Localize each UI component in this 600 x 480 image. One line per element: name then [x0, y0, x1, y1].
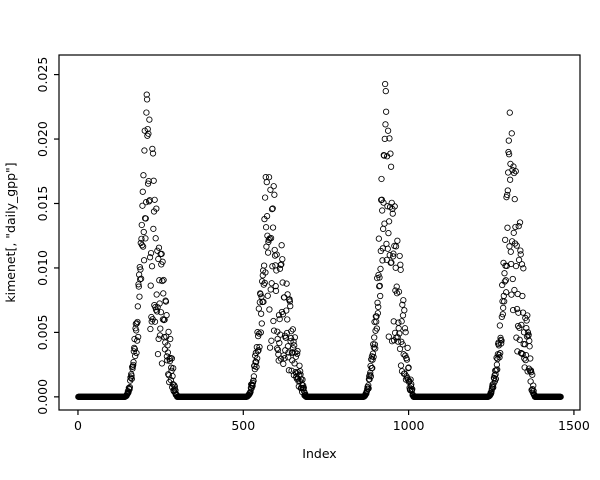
x-tick-label: 500 — [231, 418, 255, 433]
x-tick-label: 1000 — [393, 418, 425, 433]
plot-box — [58, 54, 581, 411]
x-tick-label: 0 — [74, 418, 82, 433]
x-axis: 0 500 1000 1500 Index — [74, 410, 590, 461]
y-tick-label: 0.020 — [35, 121, 50, 157]
data-points — [75, 80, 564, 400]
y-axis: 0.000 0.005 0.010 0.015 0.020 0.025 kimenet[, … — [3, 57, 59, 415]
y-tick-label: 0.025 — [35, 57, 50, 93]
x-axis-label: Index — [302, 446, 336, 461]
x-tick-label: 1500 — [558, 418, 590, 433]
y-tick-label: 0.005 — [35, 315, 50, 351]
y-tick-label: 0.010 — [35, 250, 50, 286]
y-axis-label: kimenet[, "daily_gpp"] — [3, 162, 18, 302]
y-tick-label: 0.000 — [35, 379, 50, 415]
y-tick-label: 0.015 — [35, 186, 50, 222]
